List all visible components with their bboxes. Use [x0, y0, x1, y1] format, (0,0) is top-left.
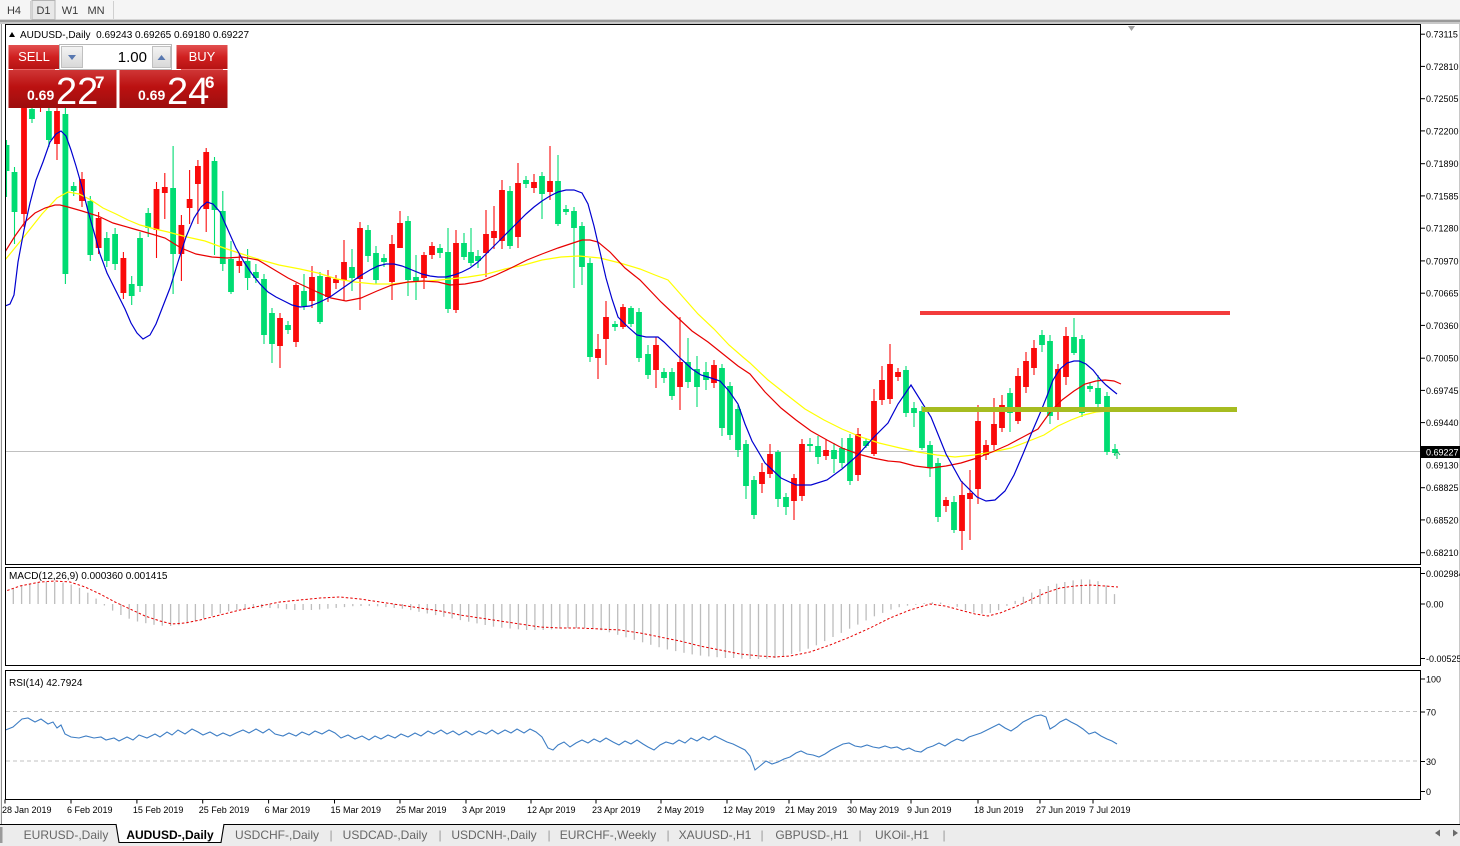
svg-text:0.70050: 0.70050 [1426, 354, 1459, 364]
svg-text:3 Apr 2019: 3 Apr 2019 [462, 805, 506, 815]
svg-text:SELL: SELL [18, 49, 50, 64]
svg-text:GBPUSD-,H1: GBPUSD-,H1 [775, 828, 849, 842]
svg-text:D1: D1 [36, 5, 50, 17]
svg-text:70: 70 [1426, 708, 1436, 718]
svg-text:USDCHF-,Daily: USDCHF-,Daily [235, 828, 319, 842]
svg-text:0.70665: 0.70665 [1426, 289, 1459, 299]
svg-text:30: 30 [1426, 757, 1436, 767]
svg-text:|: | [760, 828, 763, 842]
svg-text:25 Feb 2019: 25 Feb 2019 [199, 805, 250, 815]
svg-text:0.68825: 0.68825 [1426, 483, 1459, 493]
svg-text:15 Feb 2019: 15 Feb 2019 [133, 805, 184, 815]
svg-text:15 Mar 2019: 15 Mar 2019 [331, 805, 382, 815]
svg-text:0.70360: 0.70360 [1426, 321, 1459, 331]
svg-text:|: | [438, 828, 441, 842]
svg-text:7 Jul 2019: 7 Jul 2019 [1089, 805, 1131, 815]
svg-text:0.69745: 0.69745 [1426, 386, 1459, 396]
svg-text:UKOil-,H1: UKOil-,H1 [875, 828, 929, 842]
svg-text:-0.00525: -0.00525 [1426, 654, 1460, 664]
svg-text:|: | [858, 828, 861, 842]
svg-text:0.68210: 0.68210 [1426, 548, 1459, 558]
svg-text:USDCAD-,Daily: USDCAD-,Daily [343, 828, 428, 842]
svg-text:H4: H4 [7, 5, 21, 17]
svg-text:0.68520: 0.68520 [1426, 515, 1459, 525]
svg-text:6 Feb 2019: 6 Feb 2019 [67, 805, 113, 815]
svg-text:7: 7 [95, 73, 104, 92]
svg-text:23 Apr 2019: 23 Apr 2019 [592, 805, 641, 815]
svg-text:0.002984: 0.002984 [1426, 569, 1460, 579]
svg-text:12 May 2019: 12 May 2019 [723, 805, 775, 815]
svg-text:0.71890: 0.71890 [1426, 159, 1459, 169]
svg-text:27 Jun 2019: 27 Jun 2019 [1036, 805, 1086, 815]
svg-text:0.69130: 0.69130 [1426, 461, 1459, 471]
svg-text:EURCHF-,Weekly: EURCHF-,Weekly [560, 828, 656, 842]
svg-text:1.00: 1.00 [118, 49, 147, 66]
svg-text:|: | [942, 828, 945, 842]
svg-text:0.72200: 0.72200 [1426, 126, 1459, 136]
svg-text:21 May 2019: 21 May 2019 [785, 805, 837, 815]
svg-text:|: | [329, 828, 332, 842]
svg-text:12 Apr 2019: 12 Apr 2019 [527, 805, 576, 815]
svg-text:XAUUSD-,H1: XAUUSD-,H1 [679, 828, 752, 842]
svg-text:|: | [547, 828, 550, 842]
svg-text:W1: W1 [62, 5, 79, 17]
svg-text:EURUSD-,Daily: EURUSD-,Daily [24, 828, 109, 842]
svg-text:30 May 2019: 30 May 2019 [847, 805, 899, 815]
svg-text:18 Jun 2019: 18 Jun 2019 [974, 805, 1024, 815]
svg-text:0: 0 [1426, 787, 1431, 797]
svg-text:0.70970: 0.70970 [1426, 256, 1459, 266]
svg-text:RSI(14) 42.7924: RSI(14) 42.7924 [9, 678, 83, 689]
svg-text:0.69: 0.69 [27, 87, 54, 103]
svg-text:6 Mar 2019: 6 Mar 2019 [265, 805, 311, 815]
svg-text:0.72505: 0.72505 [1426, 94, 1459, 104]
svg-text:MACD(12,26,9) 0.000360 0.00141: MACD(12,26,9) 0.000360 0.001415 [9, 571, 168, 582]
svg-text:100: 100 [1426, 675, 1441, 685]
svg-text:0.72810: 0.72810 [1426, 62, 1459, 72]
svg-text:24: 24 [167, 71, 209, 113]
svg-text:28 Jan 2019: 28 Jan 2019 [2, 805, 52, 815]
svg-text:0.71280: 0.71280 [1426, 224, 1459, 234]
svg-text:AUDUSD-,Daily 0.69243 0.69265: AUDUSD-,Daily 0.69243 0.69265 0.69180 0.… [20, 30, 249, 41]
svg-text:MN: MN [87, 5, 104, 17]
svg-text:6: 6 [205, 73, 214, 92]
svg-text:0.69: 0.69 [138, 87, 165, 103]
svg-text:0.73115: 0.73115 [1426, 30, 1458, 40]
svg-text:AUDUSD-,Daily: AUDUSD-,Daily [126, 828, 214, 842]
svg-text:0.69440: 0.69440 [1426, 418, 1459, 428]
svg-text:0.69227: 0.69227 [1426, 448, 1459, 458]
svg-text:2 May 2019: 2 May 2019 [657, 805, 704, 815]
svg-text:22: 22 [56, 71, 98, 113]
svg-text:9 Jun 2019: 9 Jun 2019 [907, 805, 952, 815]
svg-text:0.00: 0.00 [1426, 600, 1444, 610]
svg-text:25 Mar 2019: 25 Mar 2019 [396, 805, 447, 815]
svg-text:USDCNH-,Daily: USDCNH-,Daily [451, 828, 536, 842]
svg-text:0.71585: 0.71585 [1426, 191, 1459, 201]
svg-text:|: | [666, 828, 669, 842]
svg-text:BUY: BUY [189, 49, 216, 64]
